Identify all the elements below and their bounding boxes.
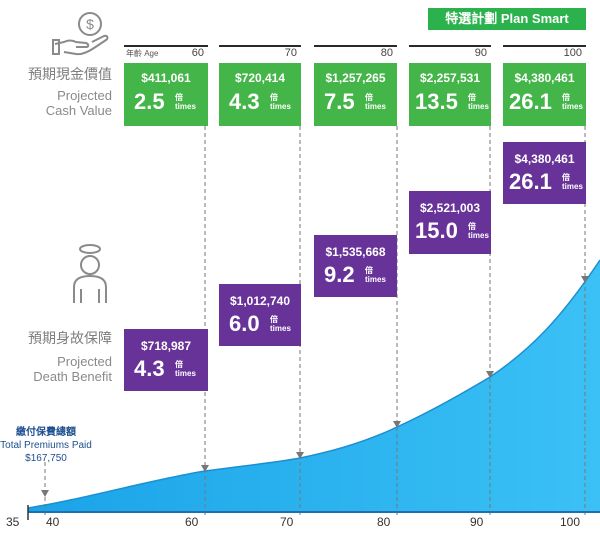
growth-area bbox=[28, 260, 600, 512]
arrowheads bbox=[41, 276, 589, 497]
death-benefit-label: 預期身故保障 Projected Death Benefit bbox=[28, 330, 112, 384]
age-header-90: 90 bbox=[409, 45, 491, 63]
cash-value-box-70: $720,414 4.3 倍 times bbox=[219, 63, 301, 126]
x-tick-70: 70 bbox=[280, 515, 294, 529]
cash-value-box-100: $4,380,461 26.1 倍 times bbox=[503, 63, 586, 126]
cash-value-box-90: $2,257,531 13.5 倍 times bbox=[409, 63, 491, 126]
premiums-paid-label: 繳付保費總額 Total Premiums Paid $167,750 bbox=[0, 427, 92, 464]
cash-value-label: 預期現金價值 Projected Cash Value bbox=[28, 66, 112, 118]
age-header-60: 年齡 Age 60 bbox=[124, 45, 208, 63]
hand-dollar-icon: $ bbox=[52, 12, 109, 56]
age-header-100: 100 bbox=[503, 45, 586, 63]
x-tick-35: 35 bbox=[6, 515, 20, 529]
x-tick-80: 80 bbox=[377, 515, 391, 529]
death-benefit-box-60: $718,987 4.3 倍 times bbox=[124, 329, 208, 391]
x-tick-100: 100 bbox=[560, 515, 581, 529]
plan-badge: 特選計劃 Plan Smart bbox=[428, 8, 586, 30]
age-header-label: 年齡 Age bbox=[126, 49, 159, 58]
age-header-80: 80 bbox=[314, 45, 397, 63]
svg-text:$: $ bbox=[86, 16, 94, 32]
cash-value-box-60: $411,061 2.5 倍 times bbox=[124, 63, 208, 126]
x-tick-40: 40 bbox=[46, 515, 60, 529]
x-tick-90: 90 bbox=[470, 515, 484, 529]
death-benefit-box-90: $2,521,003 15.0 倍 times bbox=[409, 191, 491, 254]
death-benefit-box-80: $1,535,668 9.2 倍 times bbox=[314, 235, 397, 297]
cash-value-box-80: $1,257,265 7.5 倍 times bbox=[314, 63, 397, 126]
x-tick-60: 60 bbox=[185, 515, 199, 529]
growth-curve bbox=[27, 259, 600, 509]
death-benefit-box-70: $1,012,740 6.0 倍 times bbox=[219, 284, 301, 346]
age-header-70: 70 bbox=[219, 45, 301, 63]
death-benefit-box-100: $4,380,461 26.1 倍 times bbox=[503, 142, 586, 204]
person-halo-icon bbox=[73, 244, 107, 303]
